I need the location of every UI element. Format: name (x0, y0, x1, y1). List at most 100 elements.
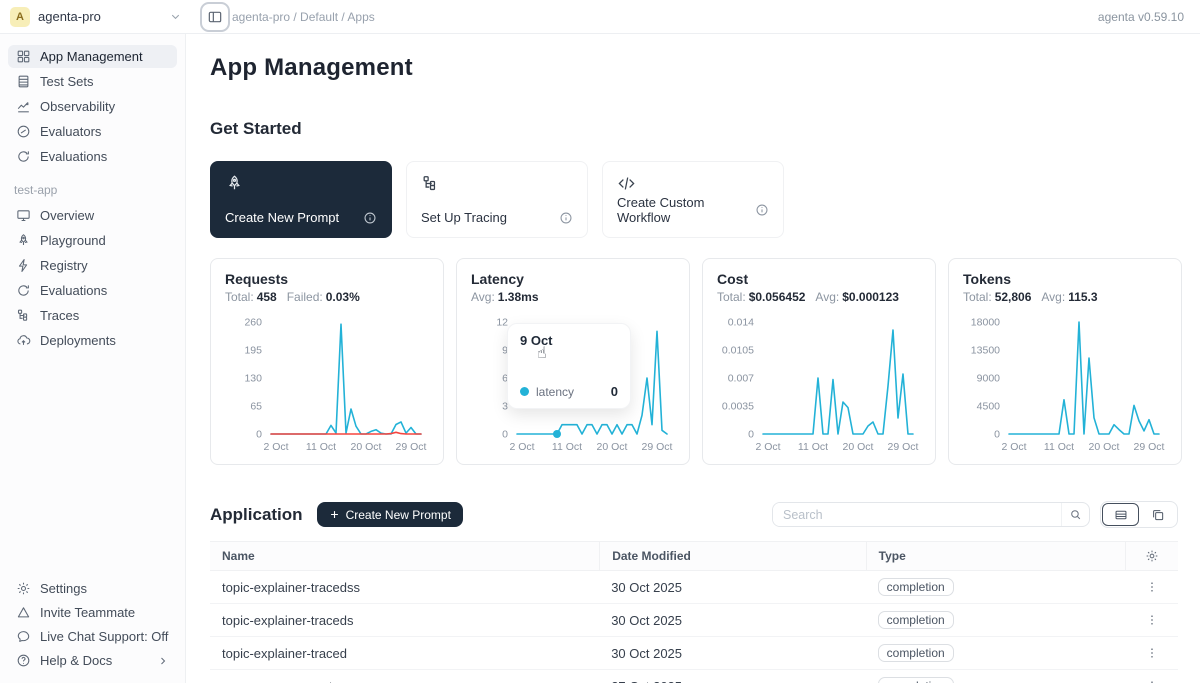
chevron-right-icon (157, 655, 169, 667)
create-custom-workflow-card[interactable]: Create Custom Workflow (602, 161, 784, 238)
refresh-icon (18, 285, 29, 296)
table-row[interactable]: topic-explainer-traceds 30 Oct 2025 comp… (210, 604, 1178, 637)
sidebar-item-live-chat[interactable]: Live Chat Support: Off (8, 625, 177, 648)
sidebar-item-label: Playground (40, 233, 106, 248)
date-modified: 30 Oct 2025 (611, 579, 683, 595)
svg-text:29 Oct: 29 Oct (642, 441, 673, 453)
card-label: Create Custom Workflow (617, 195, 705, 225)
click-highlight-ring (200, 1, 230, 32)
info-icon[interactable] (363, 211, 377, 225)
row-menu-button[interactable] (1145, 646, 1159, 660)
page-title: App Management (210, 54, 413, 81)
application-heading: Application (210, 504, 303, 524)
svg-text:260: 260 (244, 317, 262, 329)
row-menu-button[interactable] (1145, 613, 1159, 627)
table-row[interactable]: topic-explainer-traced 30 Oct 2025 compl… (210, 637, 1178, 670)
sidebar-item-evaluations-app[interactable]: Evaluations (8, 279, 177, 302)
sidebar-item-label: Live Chat Support: Off (40, 629, 169, 644)
type-badge: completion (877, 611, 954, 629)
chart-tooltip: 9 Oct latency 0 (507, 323, 631, 409)
svg-text:0.014: 0.014 (728, 317, 754, 329)
sidebar-item-help-docs[interactable]: Help & Docs (8, 649, 177, 672)
app-name: topic-explainer-traced (222, 645, 348, 661)
view-toggle (1100, 501, 1178, 528)
card-view-button[interactable] (1139, 503, 1176, 526)
sidebar-item-playground[interactable]: Playground (8, 229, 177, 252)
sidebar-group-test-app: test-app (14, 183, 58, 197)
info-icon[interactable] (755, 203, 769, 217)
sidebar-item-deployments[interactable]: Deployments (8, 329, 177, 352)
chat-icon (17, 631, 30, 642)
svg-text:11 Oct: 11 Oct (552, 441, 582, 453)
sidebar-item-label: Registry (40, 258, 88, 273)
sidebar-item-registry[interactable]: Registry (8, 254, 177, 277)
workspace-name: agenta-pro (38, 9, 101, 24)
dots-vertical-icon (1150, 681, 1153, 683)
svg-text:195: 195 (244, 345, 262, 357)
svg-text:29 Oct: 29 Oct (396, 441, 427, 453)
sidebar-item-traces[interactable]: Traces (8, 304, 177, 327)
table-settings-gear-icon[interactable] (1138, 549, 1166, 563)
tokens-chart-card: Tokens Total: 52,806 Avg: 115.3 0 4500 9000 1… (948, 258, 1182, 465)
panel-layout-icon (208, 11, 222, 22)
sidebar-item-test-sets[interactable]: Test Sets (8, 70, 177, 93)
search-icon[interactable] (1061, 503, 1089, 526)
requests-line-chart: 0 65 130 195 260 2 Oct 11 Oct 20 Oct 29 Oct (244, 317, 427, 454)
sidebar-item-evaluators[interactable]: Evaluators (8, 120, 177, 143)
date-modified: 27 Oct 2025 (599, 679, 865, 684)
table-row[interactable]: topic-explainer-tracedss 30 Oct 2025 com… (210, 571, 1178, 604)
svg-text:11 Oct: 11 Oct (306, 441, 336, 453)
info-icon[interactable] (559, 211, 573, 225)
create-new-prompt-card[interactable]: Create New Prompt (210, 161, 392, 238)
table-header: Name Date Modified Type (210, 541, 1178, 571)
sidebar-item-evaluations[interactable]: Evaluations (8, 145, 177, 168)
svg-text:0: 0 (256, 429, 262, 441)
sidebar-item-label: Settings (40, 581, 87, 596)
get-started-heading: Get Started (210, 119, 302, 138)
workspace-selector[interactable]: A agenta-pro (10, 6, 182, 27)
chevron-down-icon (169, 10, 182, 23)
applications-table: Name Date Modified Type topic-explainer-… (210, 541, 1178, 683)
search-input[interactable] (773, 503, 1061, 526)
sidebar-item-label: Overview (40, 208, 95, 223)
sidebar-item-label: App Management (40, 49, 143, 64)
row-menu-button[interactable] (1145, 679, 1159, 683)
svg-text:2 Oct: 2 Oct (755, 441, 780, 453)
breadcrumb[interactable]: agenta-pro / Default / Apps (232, 9, 375, 24)
svg-text:18000: 18000 (971, 317, 1000, 329)
tokens-line-chart: 0 4500 9000 13500 18000 2 Oct 11 Oct 20 Oct 29 O… (971, 317, 1165, 454)
sidebar-item-label: Help & Docs (40, 653, 113, 668)
sidebar-item-overview[interactable]: Overview (8, 204, 177, 227)
set-up-tracing-card[interactable]: Set Up Tracing (406, 161, 588, 238)
rocket-icon (19, 234, 28, 245)
sidebar-item-app-management[interactable]: App Management (8, 45, 177, 68)
sidebar-toggle-button[interactable] (200, 1, 230, 32)
svg-text:0.007: 0.007 (728, 373, 754, 385)
svg-text:11 Oct: 11 Oct (1044, 441, 1074, 453)
row-menu-button[interactable] (1145, 580, 1159, 594)
sidebar-item-label: Deployments (40, 333, 116, 348)
latency-line-chart: 0 3 6 9 12 2 Oct 11 Oct 20 Oct 29 Oct (496, 317, 673, 454)
svg-text:2 Oct: 2 Oct (263, 441, 288, 453)
sidebar-item-label: Traces (40, 308, 80, 323)
svg-text:0: 0 (748, 429, 754, 441)
create-new-prompt-button[interactable]: Create New Prompt (316, 502, 463, 527)
svg-text:9000: 9000 (977, 373, 1001, 385)
sidebar-item-invite-teammate[interactable]: Invite Teammate (8, 601, 177, 624)
series-dot (520, 387, 529, 396)
svg-text:0.0105: 0.0105 (722, 345, 754, 357)
svg-text:2 Oct: 2 Oct (509, 441, 534, 453)
sidebar-item-label: Evaluations (40, 149, 108, 164)
sidebar-item-settings[interactable]: Settings (8, 577, 177, 600)
grid-icon (17, 50, 30, 63)
table-row[interactable]: career-assessment 27 Oct 2025 completion (210, 670, 1178, 683)
sidebar-item-observability[interactable]: Observability (8, 95, 177, 118)
table-view-button[interactable] (1102, 503, 1139, 526)
cost-chart-card: Cost Total: $0.056452 Avg: $0.000123 0 0.00… (702, 258, 936, 465)
app-version: agenta v0.59.10 (1097, 9, 1184, 24)
type-badge: completion (877, 677, 954, 683)
svg-text:13500: 13500 (971, 345, 1000, 357)
dots-vertical-icon (1150, 648, 1153, 658)
monitor-icon (17, 210, 30, 222)
svg-text:11 Oct: 11 Oct (798, 441, 828, 453)
